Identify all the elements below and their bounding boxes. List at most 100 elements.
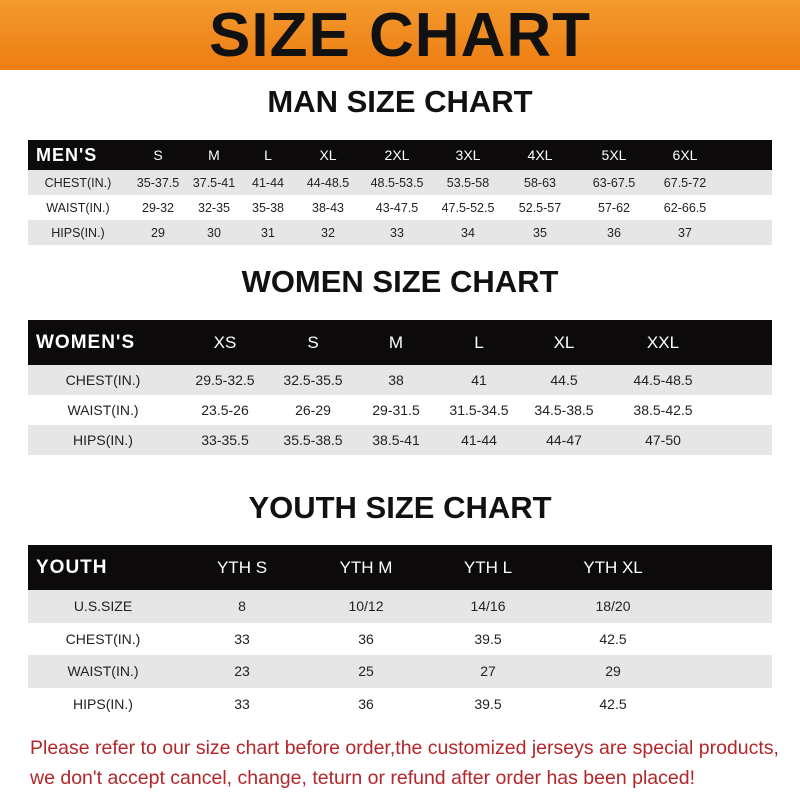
measurement-cell: 47-50	[645, 432, 681, 448]
measurement-cell: 36	[358, 630, 374, 647]
measurement-cell: 38	[388, 372, 404, 388]
measurement-cell: 62-66.5	[663, 200, 707, 215]
measurement-cell: 32	[321, 225, 335, 240]
table-row: HIPS(IN.) 33-35.5 35.5-38.5 38.5-41 41-44 44-…	[28, 425, 772, 455]
row-label: HIPS(IN.)	[73, 695, 133, 712]
size-header: 3XL	[455, 147, 481, 163]
measurement-cell: 30	[207, 225, 221, 240]
table-row: HIPS(IN.) 29 30 31 32 33 34 35 36 37	[28, 220, 772, 245]
measurement-cell: 47.5-52.5	[441, 200, 495, 215]
measurement-cell: 31.5-34.5	[449, 402, 509, 418]
table-row: WAIST(IN.) 23.5-26 26-29 29-31.5 31.5-34.5 34…	[28, 395, 772, 425]
table-label: MEN'S	[36, 144, 98, 165]
measurement-cell: 41-44	[461, 432, 497, 448]
men-chart-title: MAN SIZE CHART	[267, 84, 533, 119]
size-header: S	[307, 332, 319, 352]
measurement-cell: 27	[480, 663, 496, 680]
measurement-cell: 67.5-72	[663, 175, 707, 190]
measurement-cell: 39.5	[474, 695, 502, 712]
men-size-table: MEN'S S M L XL 2XL 3XL 4XL 5XL 6XL CHEST(IN.) 35-37…	[28, 140, 772, 245]
table-row: WAIST(IN.) 29-32 32-35 35-38 38-43 43-47.5 47.…	[28, 195, 772, 220]
size-header: XL	[553, 332, 575, 352]
size-header: 2XL	[384, 147, 410, 163]
measurement-cell: 57-62	[598, 200, 630, 215]
measurement-cell: 42.5	[599, 695, 627, 712]
measurement-cell: 48.5-53.5	[370, 175, 424, 190]
size-header: YTH L	[463, 557, 513, 577]
notice-line-1: Please refer to our size chart before or…	[30, 737, 779, 759]
measurement-cell: 32-35	[198, 200, 230, 215]
youth-chart-title: YOUTH SIZE CHART	[248, 490, 552, 525]
notice-line-2: we don't accept cancel, change, teturn o…	[30, 767, 695, 789]
measurement-cell: 44-47	[546, 432, 582, 448]
measurement-cell: 37.5-41	[192, 175, 236, 190]
measurement-cell: 58-63	[524, 175, 556, 190]
row-label: WAIST(IN.)	[46, 200, 110, 215]
size-header: 5XL	[601, 147, 627, 163]
row-label: CHEST(IN.)	[65, 372, 141, 388]
table-row: CHEST(IN.) 33 36 39.5 42.5	[28, 622, 772, 655]
header-row: WOMEN'S XS S M L XL XXL	[28, 320, 772, 365]
table-row: WAIST(IN.) 23 25 27 29	[28, 655, 772, 688]
measurement-cell: 44-48.5	[306, 175, 350, 190]
measurement-cell: 35.5-38.5	[283, 432, 343, 448]
size-header: L	[264, 147, 272, 163]
table-label: YOUTH	[36, 556, 108, 578]
size-header: S	[153, 147, 163, 163]
size-header: YTH XL	[583, 557, 643, 577]
row-label: CHEST(IN.)	[65, 630, 141, 647]
measurement-cell: 25	[358, 663, 374, 680]
header-row: YOUTH YTH S YTH M YTH L YTH XL	[28, 545, 772, 590]
measurement-cell: 38.5-42.5	[633, 402, 693, 418]
measurement-cell: 35-38	[252, 200, 284, 215]
row-label: U.S.SIZE	[73, 598, 133, 615]
measurement-cell: 39.5	[474, 630, 502, 647]
page-title: SIZE CHART	[209, 1, 591, 70]
size-header: 6XL	[672, 147, 698, 163]
measurement-cell: 29	[151, 225, 165, 240]
measurement-cell: 43-47.5	[375, 200, 419, 215]
table-row: U.S.SIZE 8 10/12 14/16 18/20	[28, 590, 772, 623]
measurement-cell: 35	[533, 225, 547, 240]
size-header: 4XL	[527, 147, 553, 163]
table-row: HIPS(IN.) 33 36 39.5 42.5	[28, 687, 772, 720]
measurement-cell: 44.5-48.5	[633, 372, 693, 388]
measurement-cell: 37	[678, 225, 692, 240]
measurement-cell: 26-29	[295, 402, 331, 418]
measurement-cell: 33	[390, 225, 404, 240]
size-header: M	[208, 147, 220, 163]
size-header: YTH S	[216, 557, 268, 577]
measurement-cell: 29.5-32.5	[195, 372, 255, 388]
size-header: XS	[213, 332, 237, 352]
measurement-cell: 23	[234, 663, 250, 680]
row-label: HIPS(IN.)	[73, 432, 133, 448]
row-label: WAIST(IN.)	[67, 402, 139, 418]
measurement-cell: 18/20	[595, 598, 631, 615]
row-label: CHEST(IN.)	[44, 175, 112, 190]
measurement-cell: 33	[234, 695, 250, 712]
header-banner: SIZE CHART	[0, 0, 800, 70]
row-label: WAIST(IN.)	[67, 663, 139, 680]
size-header: YTH M	[339, 557, 393, 577]
measurement-cell: 10/12	[348, 598, 384, 615]
measurement-cell: 33	[234, 630, 250, 647]
measurement-cell: 42.5	[599, 630, 627, 647]
size-header: XXL	[646, 332, 680, 352]
measurement-cell: 41	[471, 372, 487, 388]
table-row: CHEST(IN.) 35-37.5 37.5-41 41-44 44-48.5 48.5…	[28, 170, 772, 195]
size-header: M	[388, 332, 404, 352]
header-row: MEN'S S M L XL 2XL 3XL 4XL 5XL 6XL	[28, 140, 772, 170]
measurement-cell: 29	[605, 663, 621, 680]
measurement-cell: 38-43	[312, 200, 344, 215]
table-label: WOMEN'S	[36, 331, 136, 353]
measurement-cell: 52.5-57	[518, 200, 562, 215]
youth-size-table: YOUTH YTH S YTH M YTH L YTH XL U.S.SIZE 8 10/12…	[28, 545, 772, 720]
measurement-cell: 29-32	[142, 200, 174, 215]
measurement-cell: 32.5-35.5	[283, 372, 343, 388]
size-header: XL	[319, 147, 337, 163]
measurement-cell: 14/16	[470, 598, 506, 615]
measurement-cell: 63-67.5	[592, 175, 636, 190]
row-label: HIPS(IN.)	[51, 225, 105, 240]
measurement-cell: 41-44	[252, 175, 284, 190]
women-chart-title: WOMEN SIZE CHART	[241, 264, 559, 299]
